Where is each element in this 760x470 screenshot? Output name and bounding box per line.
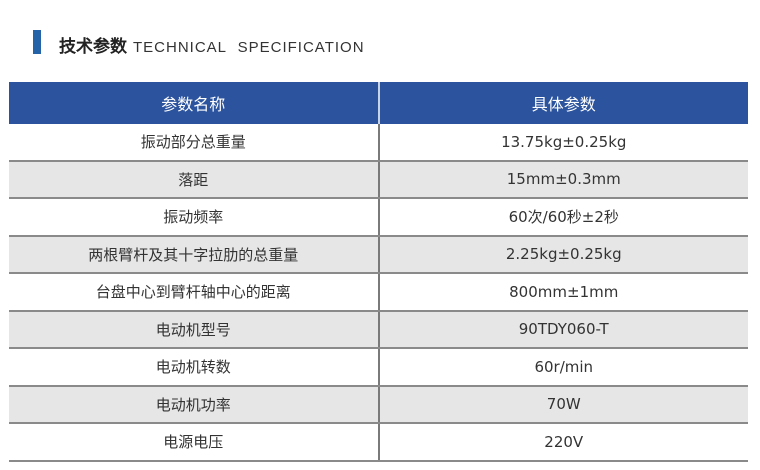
param-name-cell: 落距 — [9, 160, 380, 199]
param-value-cell: 15mm±0.3mm — [378, 160, 748, 199]
param-value-cell: 90TDY060-T — [378, 310, 748, 349]
param-value-cell: 800mm±1mm — [378, 273, 748, 312]
title-en: TECHNICAL SPECIFICATION — [133, 39, 365, 56]
column-header-value: 具体参数 — [378, 82, 748, 124]
spec-table: 参数名称 具体参数 振动部分总重量 13.75kg±0.25kg 落距 15mm±0.… — [9, 82, 748, 462]
param-value-cell: 13.75kg±0.25kg — [378, 124, 748, 162]
column-header-name: 参数名称 — [9, 82, 380, 124]
param-name-cell: 振动频率 — [9, 198, 380, 237]
param-name-cell: 电源电压 — [9, 423, 380, 462]
param-name-cell: 电动机功率 — [9, 385, 380, 424]
section-title: 技术参数 TECHNICAL SPECIFICATION — [59, 32, 365, 57]
title-cn: 技术参数 — [59, 37, 127, 57]
param-value-cell: 70W — [378, 385, 748, 424]
table-row: 电动机型号 90TDY060-T — [9, 310, 748, 349]
param-value-cell: 60r/min — [378, 348, 748, 387]
table-row: 两根臂杆及其十字拉肋的总重量 2.25kg±0.25kg — [9, 235, 748, 274]
table-row: 电动机转数 60r/min — [9, 348, 748, 387]
param-name-cell: 台盘中心到臂杆轴中心的距离 — [9, 273, 380, 312]
param-value-cell: 2.25kg±0.25kg — [378, 235, 748, 274]
table-row: 电源电压 220V — [9, 423, 748, 462]
table-row: 振动部分总重量 13.75kg±0.25kg — [9, 124, 748, 162]
table-row: 落距 15mm±0.3mm — [9, 160, 748, 199]
table-row: 电动机功率 70W — [9, 385, 748, 424]
param-value-cell: 220V — [378, 423, 748, 462]
param-value-cell: 60次/60秒±2秒 — [378, 198, 748, 237]
table-row: 台盘中心到臂杆轴中心的距离 800mm±1mm — [9, 273, 748, 312]
title-accent-bar — [33, 30, 41, 54]
param-name-cell: 电动机型号 — [9, 310, 380, 349]
table-row: 振动频率 60次/60秒±2秒 — [9, 198, 748, 237]
param-name-cell: 电动机转数 — [9, 348, 380, 387]
param-name-cell: 两根臂杆及其十字拉肋的总重量 — [9, 235, 380, 274]
param-name-cell: 振动部分总重量 — [9, 124, 380, 162]
